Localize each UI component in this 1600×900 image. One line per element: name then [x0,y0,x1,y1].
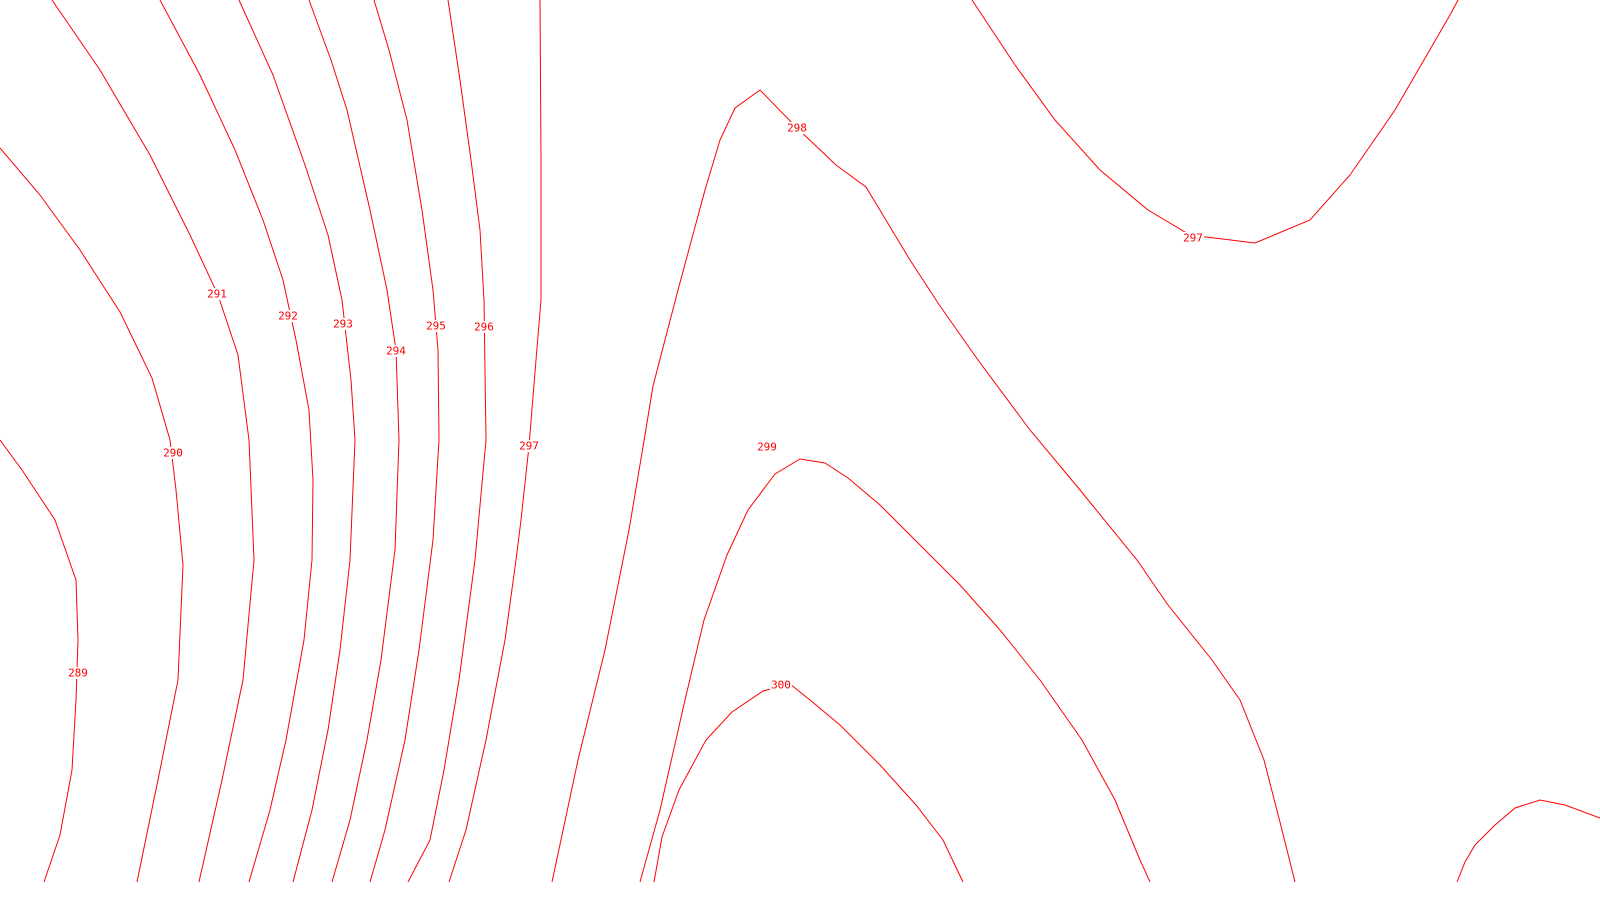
contour-line-295 [369,0,440,883]
contour-labels: 289 290 291 292 293 294 295 296 297 297 298 299 300 [67,122,1204,692]
contour-label-background [786,122,808,134]
contour-label-297-northeast: 297 [1183,232,1203,245]
contour-label-background [756,441,778,453]
contour-line-289 [0,439,79,883]
contour-line-296 [407,0,487,883]
contour-label-background [1182,232,1204,244]
contour-label-background [206,288,228,300]
contour-label-290: 290 [163,447,183,460]
contour-label-background [518,440,540,452]
contour-line-294 [308,0,400,883]
contour-label-background [332,318,354,330]
contour-label-299: 299 [757,441,777,454]
contour-label-292: 292 [278,310,298,323]
contour-line-unlabeled-southeast [1456,799,1600,883]
contour-label-background [277,310,299,322]
contour-label-background [162,447,184,459]
contour-label-background [770,679,792,691]
contour-label-295: 295 [426,320,446,333]
contour-line-291 [51,0,255,883]
contour-line-290 [0,147,184,883]
contour-label-background [425,320,447,332]
contour-label-297-west: 297 [519,440,539,453]
contour-label-289: 289 [68,667,88,680]
contour-line-297-northeast [971,0,1459,244]
contour-label-background [67,667,89,679]
contour-line-299 [639,458,1151,883]
contour-line-297-west [448,0,542,883]
contour-label-background [473,321,495,333]
contour-label-294: 294 [386,345,406,358]
contour-line-292 [159,0,314,883]
contour-label-291: 291 [207,288,227,301]
contour-label-293: 293 [333,318,353,331]
contour-line-298 [551,89,1296,883]
contour-label-298: 298 [787,122,807,135]
contour-line-293 [238,0,356,883]
contour-label-296: 296 [474,321,494,334]
contour-label-300: 300 [771,679,791,692]
contour-label-background [385,345,407,357]
